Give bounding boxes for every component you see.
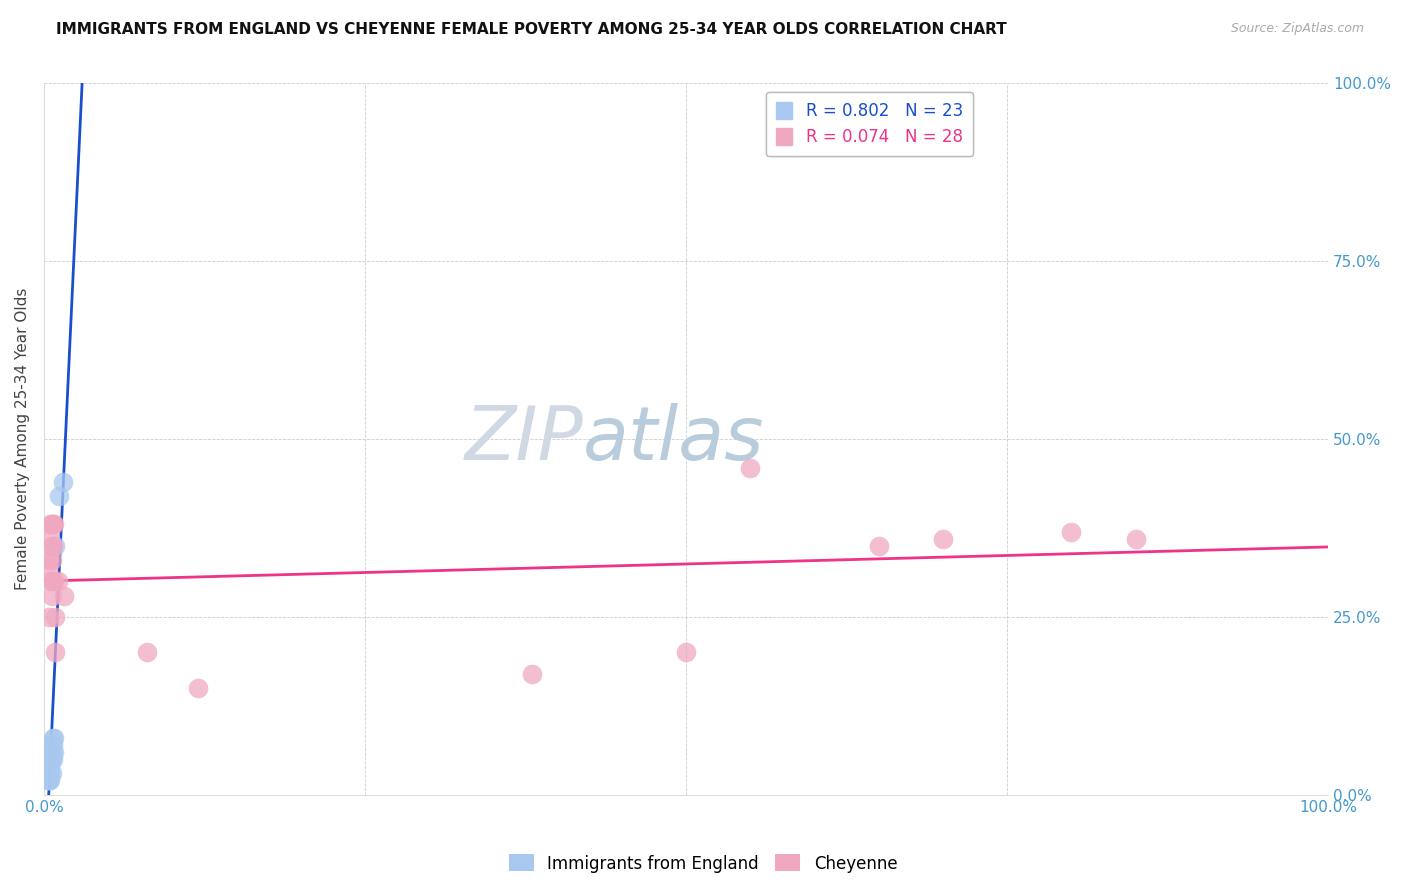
- Point: [740, 460, 762, 475]
- Point: [42, 738, 65, 752]
- Point: [39, 745, 62, 759]
- Point: [37, 759, 59, 773]
- Text: Source: ZipAtlas.com: Source: ZipAtlas.com: [1230, 22, 1364, 36]
- Point: [520, 666, 543, 681]
- Point: [41, 539, 63, 553]
- Point: [44, 517, 66, 532]
- Point: [41, 517, 63, 532]
- Point: [38, 610, 60, 624]
- Point: [39, 759, 62, 773]
- Point: [44, 731, 66, 745]
- Point: [42, 517, 65, 532]
- Point: [44, 539, 66, 553]
- Point: [39, 738, 62, 752]
- Y-axis label: Female Poverty Among 25-34 Year Olds: Female Poverty Among 25-34 Year Olds: [15, 288, 30, 591]
- Point: [41, 752, 63, 766]
- Point: [44, 574, 66, 589]
- Point: [1125, 532, 1147, 546]
- Point: [41, 745, 63, 759]
- Point: [41, 589, 63, 603]
- Text: atlas: atlas: [583, 403, 765, 475]
- Point: [187, 681, 209, 695]
- Legend: R = 0.802   N = 23, R = 0.074   N = 28: R = 0.802 N = 23, R = 0.074 N = 28: [766, 92, 973, 156]
- Point: [38, 773, 60, 788]
- Point: [37, 773, 59, 788]
- Legend: Immigrants from England, Cheyenne: Immigrants from England, Cheyenne: [502, 847, 904, 880]
- Text: IMMIGRANTS FROM ENGLAND VS CHEYENNE FEMALE POVERTY AMONG 25-34 YEAR OLDS CORRELA: IMMIGRANTS FROM ENGLAND VS CHEYENNE FEMA…: [56, 22, 1007, 37]
- Point: [53, 589, 76, 603]
- Point: [39, 532, 62, 546]
- Point: [38, 745, 60, 759]
- Point: [48, 489, 70, 503]
- Point: [46, 574, 69, 589]
- Point: [42, 574, 65, 589]
- Point: [42, 752, 65, 766]
- Point: [52, 475, 75, 489]
- Point: [42, 731, 65, 745]
- Point: [868, 539, 890, 553]
- Point: [135, 645, 157, 659]
- Point: [1060, 524, 1083, 539]
- Point: [44, 645, 66, 659]
- Point: [39, 773, 62, 788]
- Point: [932, 532, 955, 546]
- Point: [39, 752, 62, 766]
- Point: [41, 766, 63, 780]
- Point: [38, 766, 60, 780]
- Point: [39, 517, 62, 532]
- Point: [37, 560, 59, 574]
- Point: [41, 553, 63, 567]
- Point: [38, 752, 60, 766]
- Point: [39, 766, 62, 780]
- Text: ZIP: ZIP: [464, 403, 583, 475]
- Point: [39, 574, 62, 589]
- Point: [42, 539, 65, 553]
- Point: [44, 745, 66, 759]
- Point: [38, 553, 60, 567]
- Point: [675, 645, 697, 659]
- Point: [44, 610, 66, 624]
